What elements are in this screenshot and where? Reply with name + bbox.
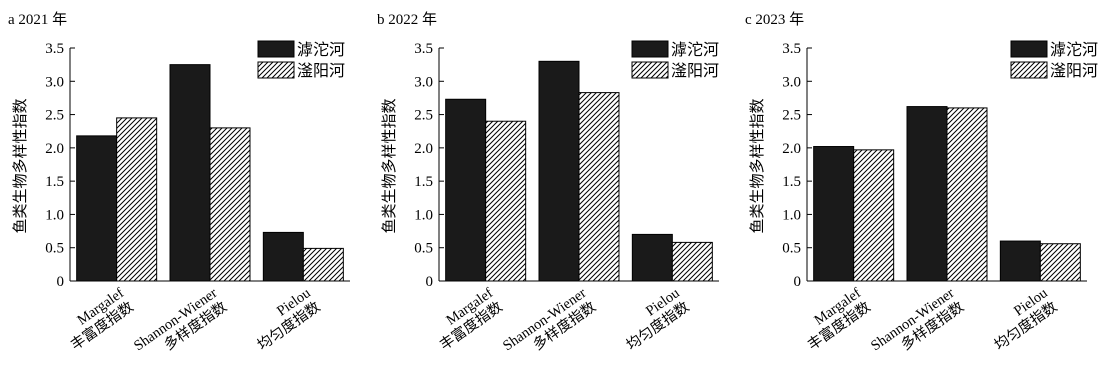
y-tick-label: 0 (794, 274, 802, 290)
legend-label-series-1: 滹沱河 (671, 41, 719, 59)
legend-label-series-2: 滏阳河 (297, 62, 345, 80)
y-axis-label: 鱼类生物多样性指数 (748, 98, 766, 233)
legend-label-series-2: 滏阳河 (671, 62, 719, 80)
legend: 滹沱河 滏阳河 (1010, 40, 1098, 80)
x-category-label: Pielou均匀度指数 (982, 285, 1061, 354)
chart-panel-c: c 2023 年 鱼类生物多样性指数 0 0.5 1.0 1.5 2.0 2.5 3.0 3.… (745, 11, 1098, 368)
bar-series-2-cat-2 (578, 92, 620, 282)
legend: 滹沱河 滏阳河 (257, 40, 345, 80)
panel-title: b 2022 年 (377, 11, 437, 28)
bar-series-2-cat-3 (302, 247, 344, 282)
bar-series-1-cat-3 (999, 240, 1041, 282)
y-tick-label: 3.0 (782, 74, 801, 90)
panel-title: a 2021 年 (8, 11, 67, 28)
bar-series-2-cat-2 (209, 127, 251, 282)
x-category-label: Shannon-Wiener多样度指数 (131, 285, 230, 368)
bar-series-2-cat-1 (116, 117, 158, 282)
bar-series-1-cat-1 (445, 98, 487, 282)
x-category-label: Shannon-Wiener多样度指数 (868, 285, 967, 368)
x-category-label: Margalef丰富度指数 (58, 285, 137, 354)
y-tick-label: 0.5 (782, 241, 801, 257)
y-axis-label: 鱼类生物多样性指数 (11, 98, 29, 233)
y-tick-label: 2.5 (782, 108, 801, 124)
bar-series-2-cat-1 (485, 120, 527, 282)
bar-series-1-cat-1 (813, 146, 855, 282)
legend: 滹沱河 滏阳河 (631, 40, 719, 80)
y-axis-ticks: 0 0.5 1.0 1.5 2.0 2.5 3.0 3.5 (782, 41, 812, 290)
bars (813, 106, 1081, 282)
bar-series-1-cat-2 (538, 60, 580, 282)
x-category-label: Margalef丰富度指数 (427, 285, 506, 354)
y-tick-label: 1.5 (782, 174, 801, 190)
chart-panel-b: b 2022 年 鱼类生物多样性指数 0 0.5 1.0 1.5 2.0 2.5 3.0 3.… (377, 11, 719, 368)
y-tick-label: 2.5 (45, 108, 64, 124)
y-tick-label: 0.5 (45, 241, 64, 257)
y-tick-label: 3.0 (414, 74, 433, 90)
y-tick-label: 3.0 (45, 74, 64, 90)
bar-series-1-cat-3 (631, 233, 673, 282)
panel-title: c 2023 年 (745, 11, 804, 28)
legend-swatch-series-2 (631, 61, 669, 79)
y-tick-label: 3.5 (45, 41, 64, 57)
chart-panel-a: a 2021 年 鱼类生物多样性指数 0 0.5 1.0 1.5 2.0 2.5 3.0 3.… (8, 11, 350, 368)
y-tick-label: 3.5 (782, 41, 801, 57)
y-tick-label: 1.0 (414, 207, 433, 223)
y-tick-label: 2.0 (782, 141, 801, 157)
y-axis-ticks: 0 0.5 1.0 1.5 2.0 2.5 3.0 3.5 (45, 41, 75, 290)
bar-series-2-cat-3 (671, 241, 713, 282)
legend-label-series-1: 滹沱河 (1050, 41, 1098, 59)
bar-series-2-cat-2 (946, 107, 988, 282)
legend-swatch-series-2 (257, 61, 295, 79)
bar-series-1-cat-2 (169, 64, 211, 282)
y-tick-label: 0 (426, 274, 434, 290)
bar-series-2-cat-3 (1039, 243, 1081, 282)
y-tick-label: 1.5 (45, 174, 64, 190)
y-axis-ticks: 0 0.5 1.0 1.5 2.0 2.5 3.0 3.5 (414, 41, 444, 290)
x-category-label: Pielou均匀度指数 (614, 285, 693, 354)
y-tick-label: 2.0 (45, 141, 64, 157)
y-tick-label: 0.5 (414, 241, 433, 257)
bar-series-2-cat-1 (853, 149, 895, 282)
bar-series-1-cat-1 (76, 135, 118, 282)
bar-series-1-cat-3 (262, 231, 304, 282)
y-axis-label: 鱼类生物多样性指数 (380, 98, 398, 233)
y-tick-label: 2.5 (414, 108, 433, 124)
bars (76, 64, 344, 282)
legend-swatch-series-1 (1010, 40, 1048, 58)
legend-label-series-1: 滹沱河 (297, 41, 345, 59)
legend-swatch-series-2 (1010, 61, 1048, 79)
legend-swatch-series-1 (631, 40, 669, 58)
y-tick-label: 1.0 (45, 207, 64, 223)
bars (445, 60, 713, 282)
legend-swatch-series-1 (257, 40, 295, 58)
y-tick-label: 2.0 (414, 141, 433, 157)
x-category-label: Margalef丰富度指数 (795, 285, 874, 354)
x-category-label: Pielou均匀度指数 (245, 285, 324, 354)
y-tick-label: 3.5 (414, 41, 433, 57)
y-tick-label: 1.5 (414, 174, 433, 190)
x-category-label: Shannon-Wiener多样度指数 (500, 285, 599, 368)
bar-series-1-cat-2 (906, 106, 948, 282)
y-tick-label: 1.0 (782, 207, 801, 223)
y-tick-label: 0 (57, 274, 65, 290)
legend-label-series-2: 滏阳河 (1050, 62, 1098, 80)
